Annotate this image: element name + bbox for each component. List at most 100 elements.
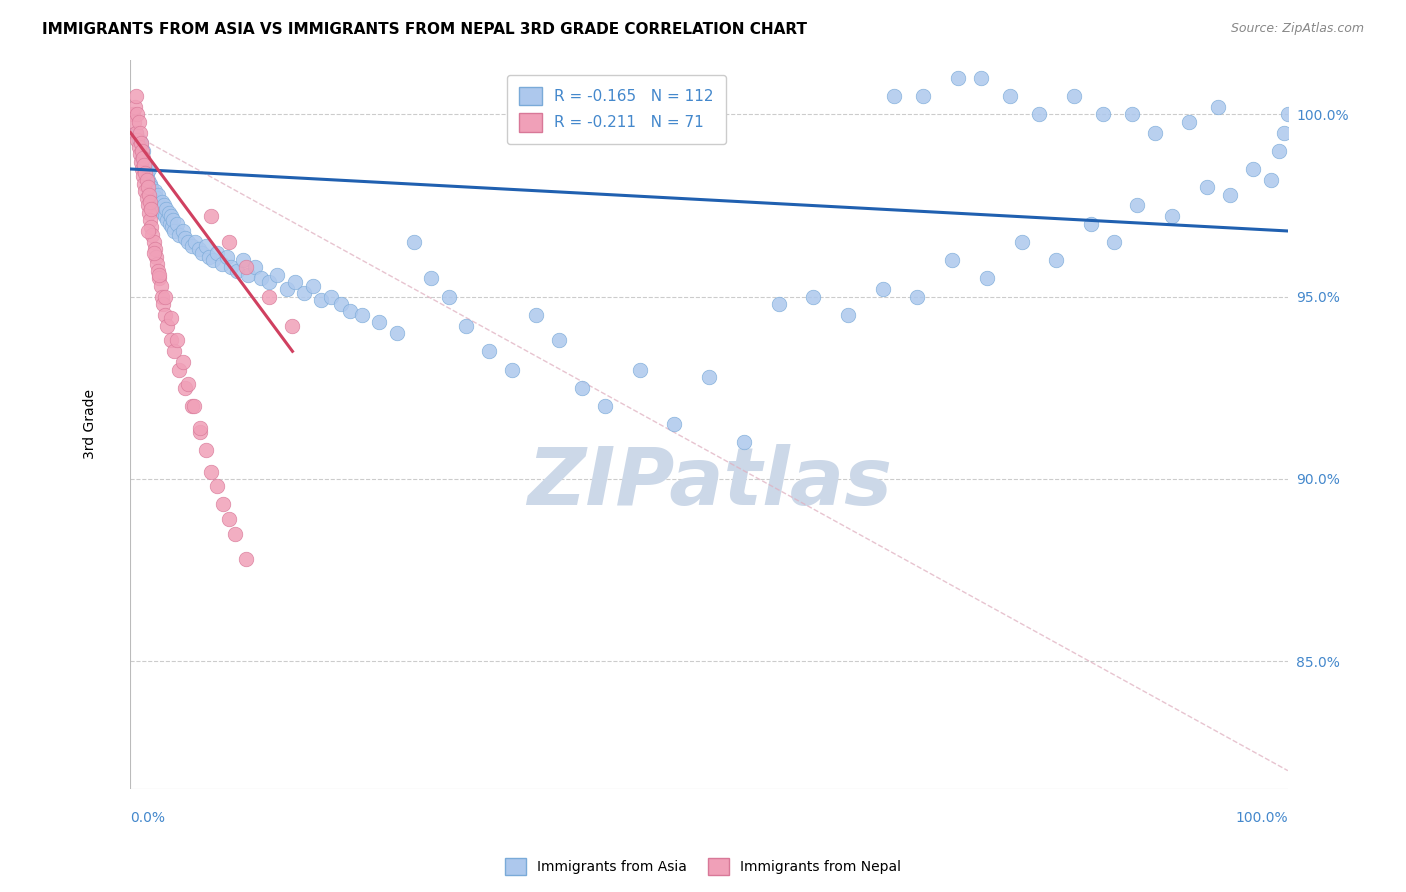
Point [160, 220, 183, 235]
Point [134, 166, 156, 180]
Point [124, 100, 146, 114]
Point [350, 308, 373, 322]
Point [122, 114, 145, 128]
Point [149, 278, 172, 293]
Point [402, 235, 425, 249]
Point [1178, 114, 1201, 128]
Point [187, 242, 209, 256]
Point [163, 344, 186, 359]
Point [437, 290, 460, 304]
Point [139, 177, 162, 191]
Point [1143, 126, 1166, 140]
Point [188, 425, 211, 439]
Point [160, 311, 183, 326]
Point [132, 169, 155, 184]
Point [177, 235, 200, 249]
Point [153, 210, 176, 224]
Point [218, 235, 240, 249]
Point [697, 369, 720, 384]
Point [148, 198, 170, 212]
Point [259, 275, 281, 289]
Point [194, 238, 217, 252]
Point [177, 377, 200, 392]
Point [134, 184, 156, 198]
Point [200, 210, 222, 224]
Point [157, 206, 180, 220]
Point [142, 235, 165, 249]
Point [456, 318, 478, 333]
Point [141, 227, 163, 242]
Point [141, 202, 163, 216]
Point [1219, 187, 1241, 202]
Point [733, 435, 755, 450]
Point [1121, 107, 1143, 121]
Point [167, 227, 190, 242]
Point [284, 275, 307, 289]
Point [128, 147, 150, 161]
Text: ZIPatlas: ZIPatlas [527, 443, 891, 522]
Point [1063, 89, 1085, 103]
Point [146, 194, 169, 209]
Point [998, 89, 1021, 103]
Point [1028, 107, 1050, 121]
Point [184, 235, 207, 249]
Point [152, 206, 174, 220]
Point [150, 194, 173, 209]
Point [143, 184, 166, 198]
Point [146, 257, 169, 271]
Point [150, 290, 173, 304]
Point [194, 442, 217, 457]
Point [153, 198, 176, 212]
Point [946, 70, 969, 85]
Point [907, 290, 929, 304]
Point [129, 136, 152, 151]
Text: Source: ZipAtlas.com: Source: ZipAtlas.com [1230, 22, 1364, 36]
Point [131, 151, 153, 165]
Point [136, 180, 159, 194]
Point [226, 264, 249, 278]
Point [593, 399, 616, 413]
Point [160, 334, 183, 348]
Point [232, 253, 254, 268]
Point [156, 318, 179, 333]
Point [148, 268, 170, 282]
Point [198, 250, 221, 264]
Point [131, 144, 153, 158]
Point [628, 362, 651, 376]
Point [129, 136, 152, 151]
Point [128, 133, 150, 147]
Point [139, 194, 162, 209]
Point [135, 173, 157, 187]
Point [134, 158, 156, 172]
Point [138, 187, 160, 202]
Point [420, 271, 443, 285]
Point [259, 290, 281, 304]
Point [128, 114, 150, 128]
Point [319, 290, 342, 304]
Point [970, 70, 993, 85]
Point [145, 250, 167, 264]
Point [1241, 161, 1264, 176]
Point [138, 206, 160, 220]
Point [219, 260, 242, 275]
Point [1260, 173, 1282, 187]
Point [212, 498, 235, 512]
Point [135, 166, 157, 180]
Point [180, 238, 202, 252]
Point [135, 191, 157, 205]
Point [156, 213, 179, 227]
Point [339, 304, 361, 318]
Point [188, 421, 211, 435]
Point [173, 231, 195, 245]
Point [138, 161, 160, 176]
Point [125, 126, 148, 140]
Point [501, 362, 523, 376]
Text: 0.0%: 0.0% [131, 811, 166, 825]
Point [125, 126, 148, 140]
Point [159, 217, 181, 231]
Point [155, 202, 177, 216]
Point [1080, 217, 1102, 231]
Point [141, 180, 163, 194]
Point [801, 290, 824, 304]
Point [238, 268, 260, 282]
